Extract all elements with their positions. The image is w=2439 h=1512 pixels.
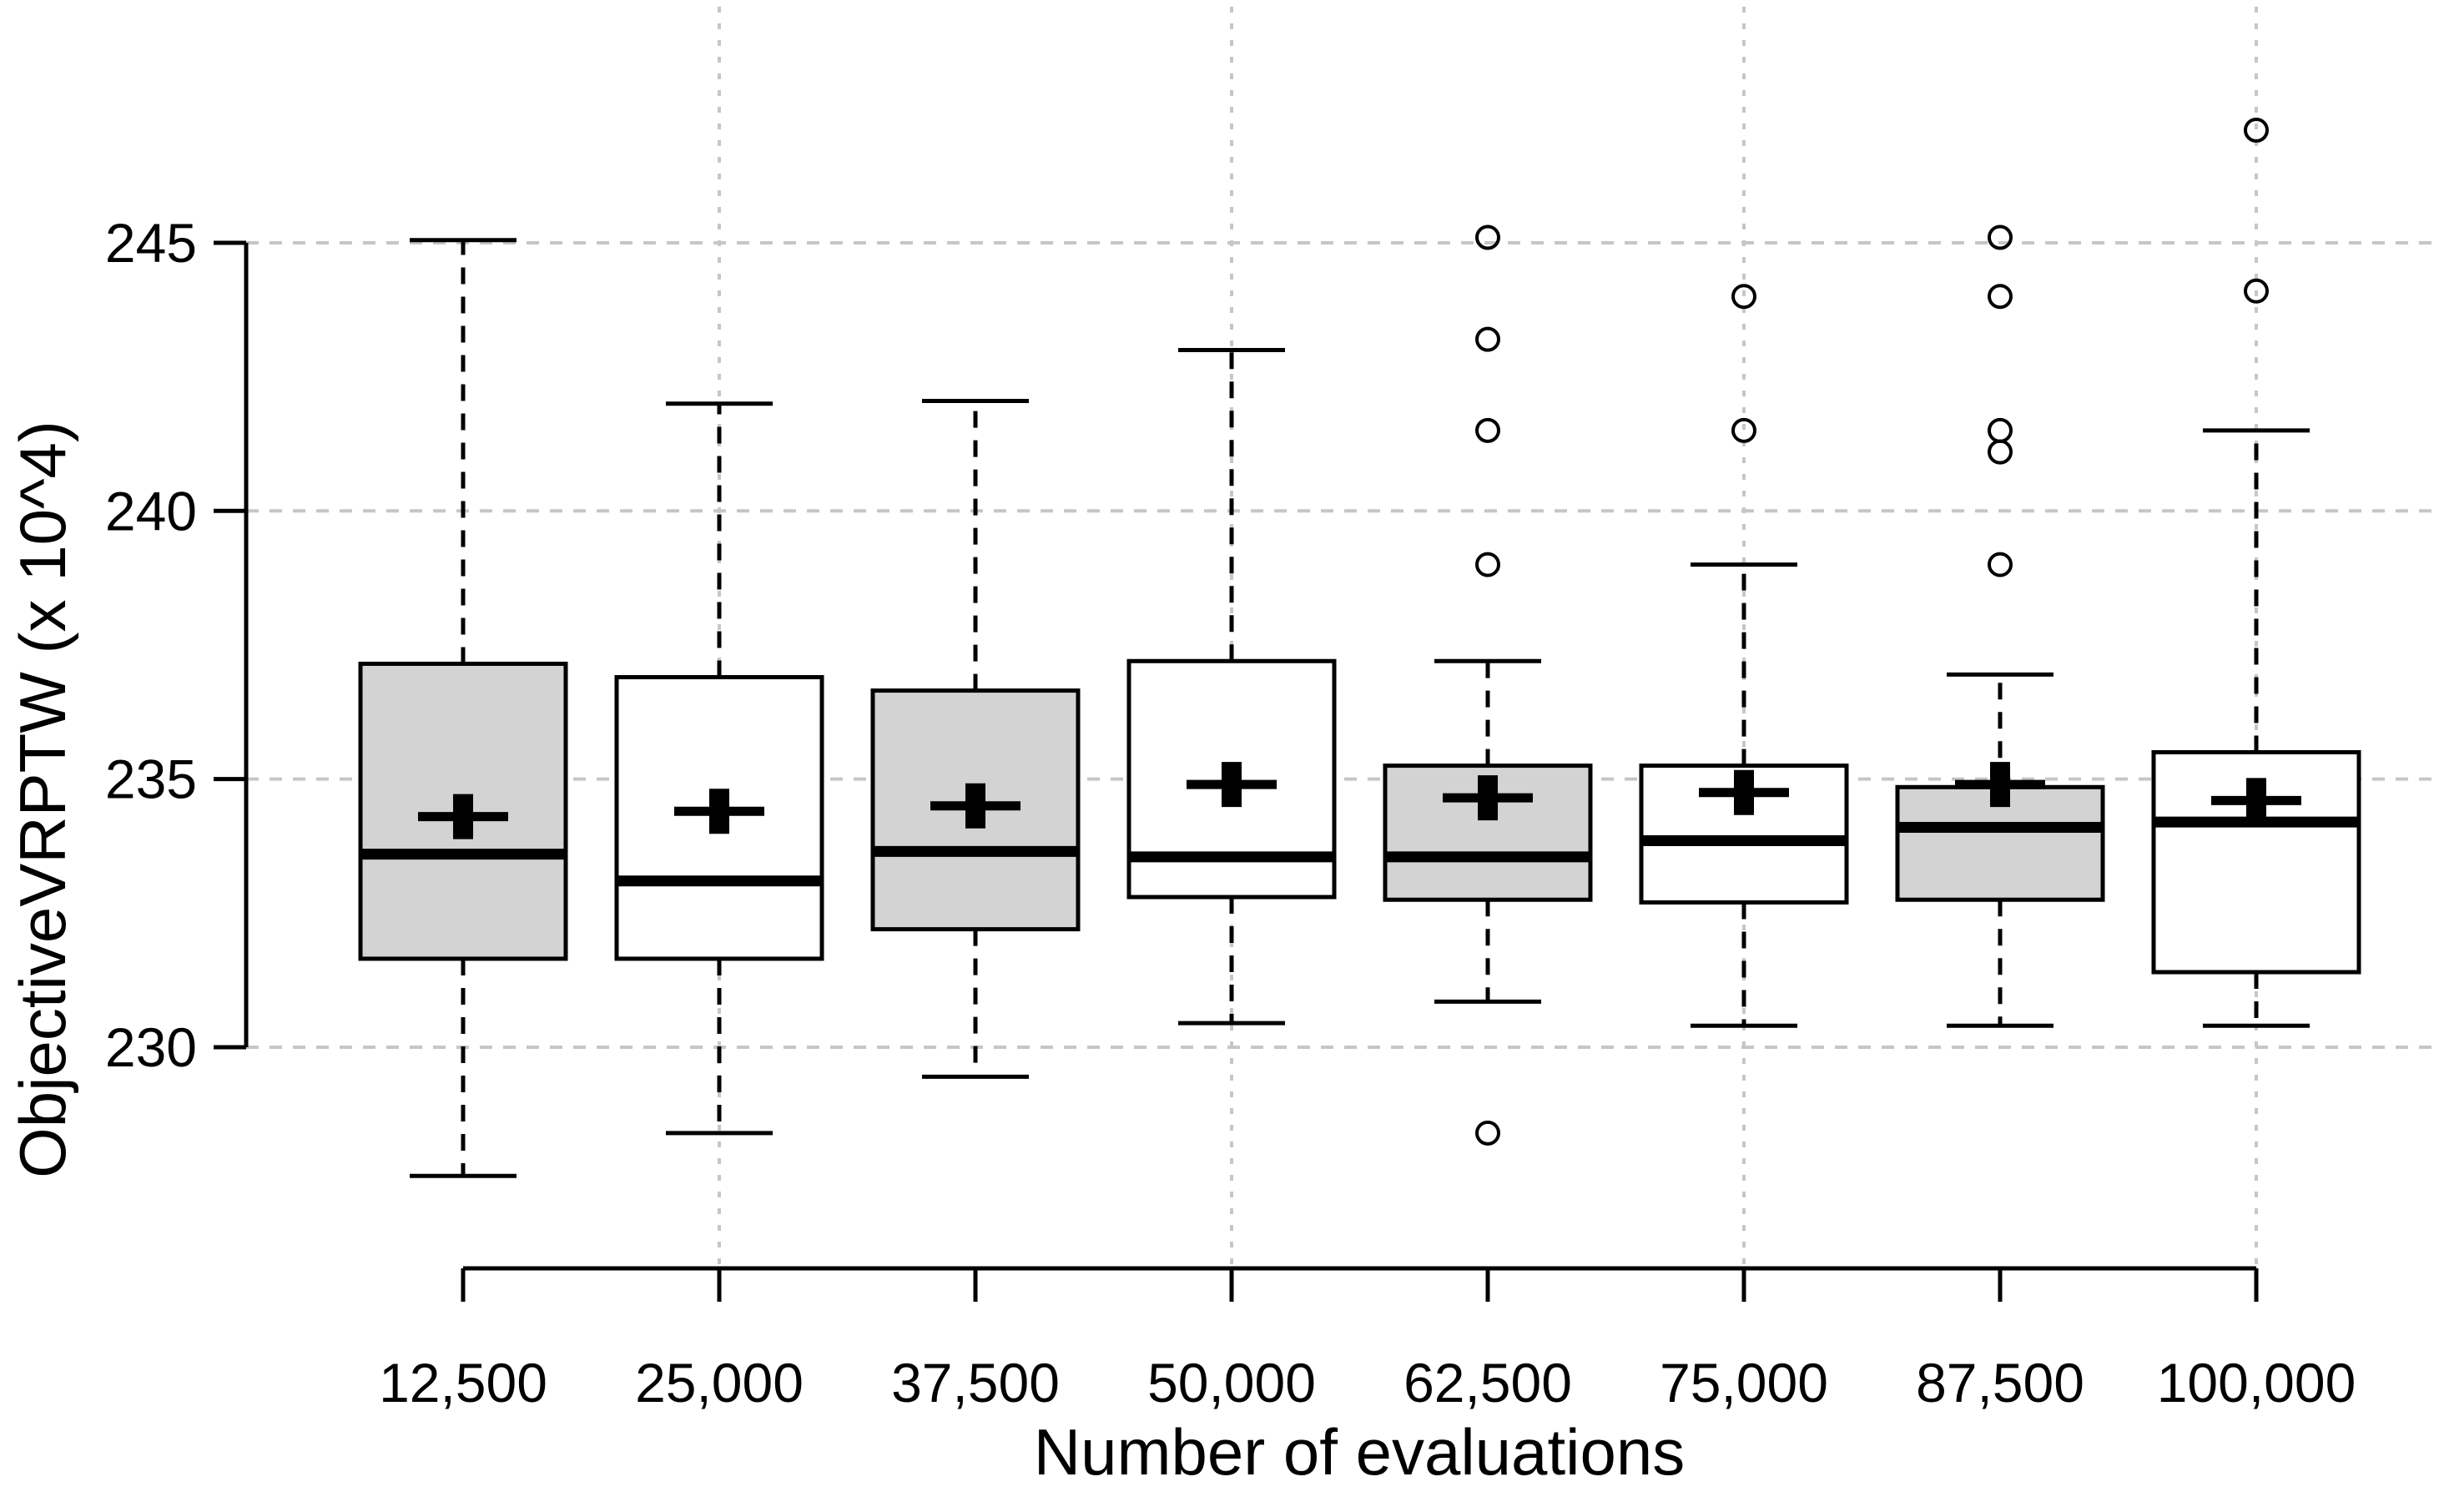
y-tick-label-245: 245 [105,212,197,274]
outlier-62500-239 [1475,552,1500,577]
outlier-87500-244 [1988,284,2013,310]
x-tick-label-12500: 12,500 [379,1352,547,1414]
y-tick-label-230: 230 [105,1016,197,1078]
y-axis-title: ObjectiveVRPTW (x 10^4) [6,421,79,1178]
box-37500 [870,688,1081,932]
axes-layer: 230 235 240 245 12,500 25,000 37,500 50,000 62,5… [105,212,2356,1414]
outlier-62500-241.5 [1475,417,1500,443]
outlier-62500-228.4 [1475,1120,1500,1146]
outlier-75000-241.5 [1731,417,1756,443]
x-tick-label-50000: 50,000 [1147,1352,1316,1414]
outlier-87500-241.5 [1988,417,2013,443]
x-tick-label-62500: 62,500 [1403,1352,1572,1414]
outlier-87500-245.1 [1988,224,2013,250]
outlier-62500-245.1 [1475,224,1500,250]
x-tick-label-25000: 25,000 [635,1352,804,1414]
grid-layer [246,7,2436,1268]
x-tick-label-87500: 87,500 [1916,1352,2084,1414]
outlier-100000-247.1 [2244,117,2269,143]
outlier-62500-243.2 [1475,326,1500,352]
outlier-87500-241.1 [1988,439,2013,465]
outlier-87500-239 [1988,552,2013,577]
y-tick-label-235: 235 [105,748,197,810]
outlier-100000-244.1 [2244,278,2269,304]
x-tick-label-75000: 75,000 [1660,1352,1828,1414]
x-axis-title: Number of evaluations [1034,1415,1685,1489]
x-tick-label-100000: 100,000 [2157,1352,2356,1414]
y-tick-label-240: 240 [105,480,197,542]
boxes-layer [358,117,2361,1178]
x-tick-label-37500: 37,500 [891,1352,1060,1414]
outlier-75000-244 [1731,284,1756,310]
